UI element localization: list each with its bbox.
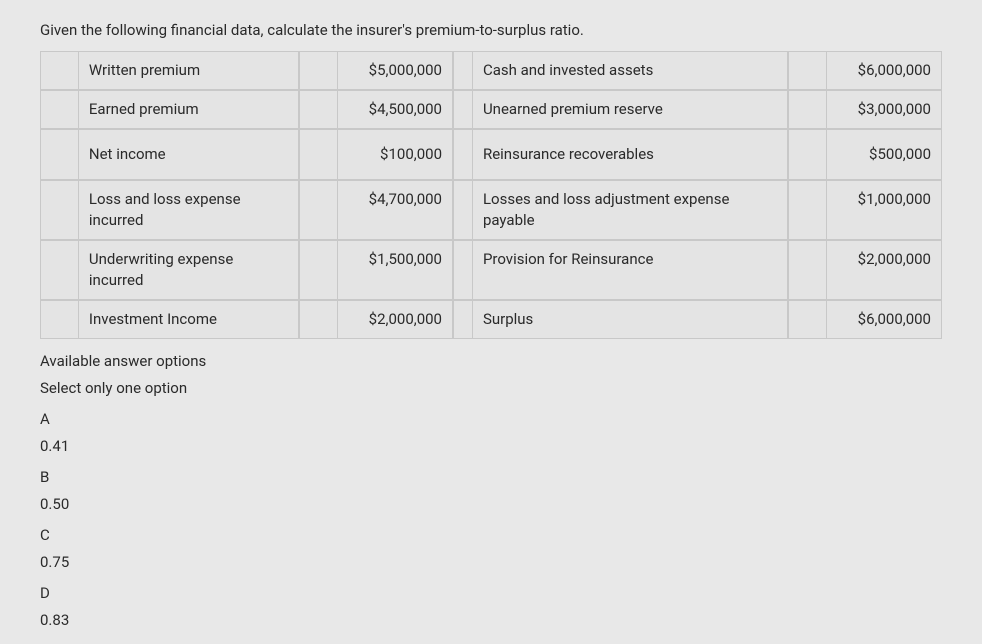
row-label: Reinsurance recoverables [472, 129, 788, 180]
option-value-b[interactable]: 0.50 [40, 494, 942, 515]
table-stub [788, 129, 807, 180]
row-label: Written premium [78, 51, 299, 90]
row-value: $6,000,000 [826, 300, 942, 339]
table-stub [59, 90, 78, 129]
table-stub [788, 90, 807, 129]
row-value: $5,000,000 [337, 51, 453, 90]
table-stub [318, 51, 337, 90]
option-letter-d[interactable]: D [40, 583, 942, 604]
table-stub [299, 300, 318, 339]
table-stub [40, 51, 59, 90]
row-value: $1,500,000 [337, 240, 453, 300]
row-value: $3,000,000 [826, 90, 942, 129]
row-label: Cash and invested assets [472, 51, 788, 90]
table-stub [453, 90, 472, 129]
row-label: Unearned premium reserve [472, 90, 788, 129]
option-value-a[interactable]: 0.41 [40, 436, 942, 457]
table-stub [788, 180, 807, 240]
table-row: Written premium $5,000,000 Cash and inve… [40, 51, 942, 90]
row-value: $100,000 [337, 129, 453, 180]
table-stub [318, 300, 337, 339]
table-stub [318, 129, 337, 180]
option-letter-b[interactable]: B [40, 467, 942, 488]
question-text: Given the following financial data, calc… [40, 20, 942, 41]
table-stub [40, 300, 59, 339]
table-stub [40, 240, 59, 300]
table-stub [453, 180, 472, 240]
table-stub [299, 51, 318, 90]
table-stub [59, 300, 78, 339]
table-row: Net income $100,000 Reinsurance recovera… [40, 129, 942, 180]
row-label: Earned premium [78, 90, 299, 129]
table-stub [788, 240, 807, 300]
row-label: Underwriting expense incurred [78, 240, 299, 300]
row-label: Losses and loss adjustment expense payab… [472, 180, 788, 240]
table-stub [788, 300, 807, 339]
table-stub [40, 90, 59, 129]
option-value-d[interactable]: 0.83 [40, 610, 942, 631]
table-row: Loss and loss expense incurred $4,700,00… [40, 180, 942, 240]
table-stub [453, 129, 472, 180]
row-label: Loss and loss expense incurred [78, 180, 299, 240]
row-value: $2,000,000 [337, 300, 453, 339]
row-value: $6,000,000 [826, 51, 942, 90]
table-stub [807, 300, 826, 339]
financial-data-table: Written premium $5,000,000 Cash and inve… [40, 51, 942, 339]
row-label: Net income [78, 129, 299, 180]
table-stub [807, 180, 826, 240]
table-stub [807, 240, 826, 300]
table-stub [59, 180, 78, 240]
row-value: $4,500,000 [337, 90, 453, 129]
option-letter-a[interactable]: A [40, 409, 942, 430]
table-stub [299, 240, 318, 300]
table-stub [299, 180, 318, 240]
row-value: $2,000,000 [826, 240, 942, 300]
row-value: $4,700,000 [337, 180, 453, 240]
table-stub [453, 51, 472, 90]
table-stub [318, 240, 337, 300]
table-stub [318, 90, 337, 129]
table-stub [299, 129, 318, 180]
table-row: Underwriting expense incurred $1,500,000… [40, 240, 942, 300]
table-stub [788, 51, 807, 90]
table-stub [453, 300, 472, 339]
table-stub [807, 90, 826, 129]
options-header: Available answer options [40, 351, 942, 372]
row-value: $1,000,000 [826, 180, 942, 240]
row-label: Surplus [472, 300, 788, 339]
options-instruction: Select only one option [40, 378, 942, 399]
option-value-c[interactable]: 0.75 [40, 552, 942, 573]
table-stub [59, 51, 78, 90]
option-letter-c[interactable]: C [40, 525, 942, 546]
table-stub [59, 129, 78, 180]
table-stub [59, 240, 78, 300]
table-stub [807, 51, 826, 90]
row-value: $500,000 [826, 129, 942, 180]
table-stub [453, 240, 472, 300]
table-stub [807, 129, 826, 180]
table-stub [318, 180, 337, 240]
table-row: Investment Income $2,000,000 Surplus $6,… [40, 300, 942, 339]
table-stub [40, 129, 59, 180]
table-row: Earned premium $4,500,000 Unearned premi… [40, 90, 942, 129]
table-stub [299, 90, 318, 129]
row-label: Investment Income [78, 300, 299, 339]
row-label: Provision for Reinsurance [472, 240, 788, 300]
table-stub [40, 180, 59, 240]
